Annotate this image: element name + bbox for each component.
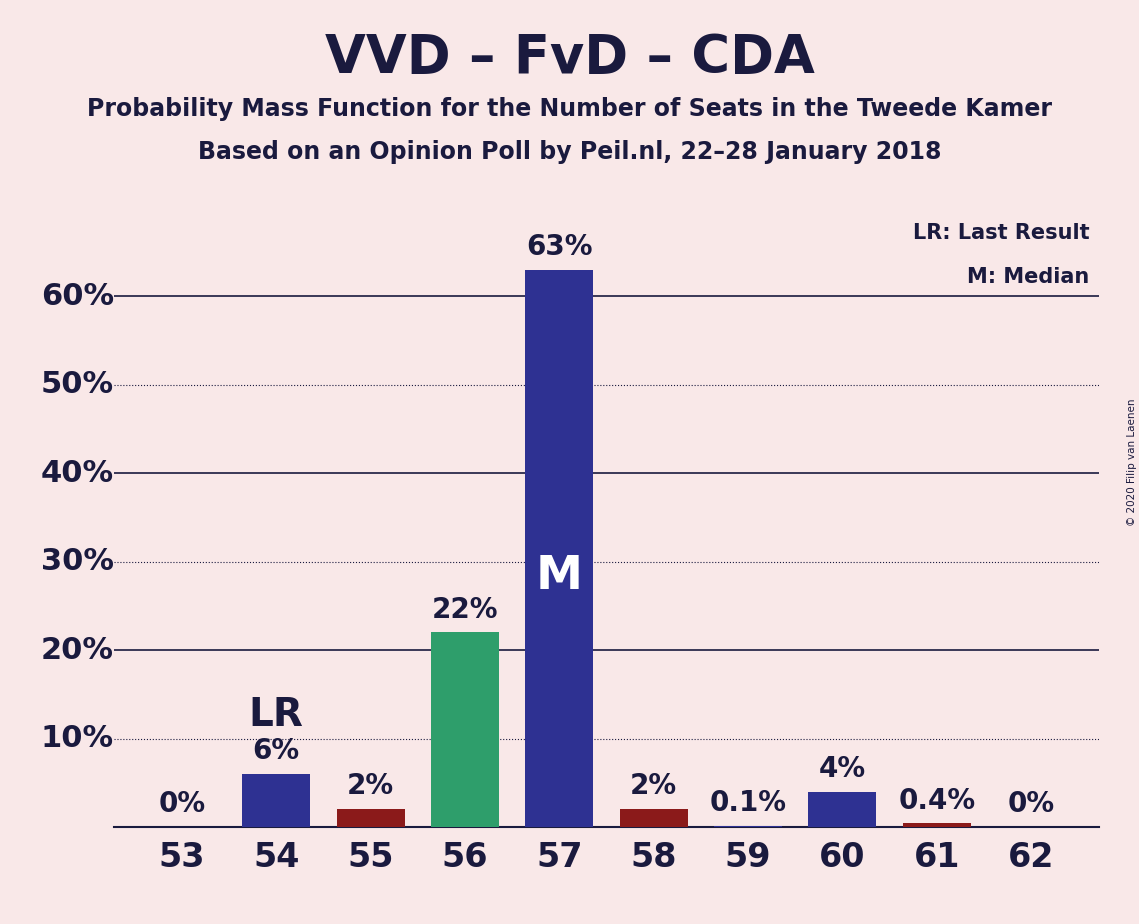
- Text: VVD – FvD – CDA: VVD – FvD – CDA: [325, 32, 814, 84]
- Text: 2%: 2%: [630, 772, 678, 800]
- Text: 0.1%: 0.1%: [710, 789, 787, 817]
- Text: M: M: [535, 553, 583, 599]
- Text: 0%: 0%: [158, 790, 205, 818]
- Text: © 2020 Filip van Laenen: © 2020 Filip van Laenen: [1128, 398, 1137, 526]
- Text: M: Median: M: Median: [967, 267, 1089, 286]
- Bar: [431, 632, 499, 827]
- Text: 10%: 10%: [41, 724, 114, 753]
- Text: 6%: 6%: [253, 737, 300, 765]
- Text: Probability Mass Function for the Number of Seats in the Tweede Kamer: Probability Mass Function for the Number…: [87, 97, 1052, 121]
- Text: 0%: 0%: [1008, 790, 1055, 818]
- Bar: [525, 270, 593, 827]
- Text: Based on an Opinion Poll by Peil.nl, 22–28 January 2018: Based on an Opinion Poll by Peil.nl, 22–…: [198, 140, 941, 164]
- Bar: [337, 809, 404, 827]
- Bar: [809, 792, 876, 827]
- Bar: [903, 823, 970, 827]
- Text: LR: LR: [248, 696, 304, 734]
- Text: 60%: 60%: [41, 282, 114, 310]
- Text: 2%: 2%: [347, 772, 394, 800]
- Text: LR: Last Result: LR: Last Result: [912, 224, 1089, 243]
- Text: 22%: 22%: [432, 596, 498, 624]
- Text: 4%: 4%: [819, 755, 866, 783]
- Text: 0.4%: 0.4%: [899, 786, 975, 815]
- Bar: [620, 809, 688, 827]
- Text: 30%: 30%: [41, 547, 114, 577]
- Bar: [243, 774, 310, 827]
- Text: 63%: 63%: [526, 233, 592, 261]
- Text: 40%: 40%: [41, 458, 114, 488]
- Text: 50%: 50%: [41, 371, 114, 399]
- Text: 20%: 20%: [41, 636, 114, 664]
